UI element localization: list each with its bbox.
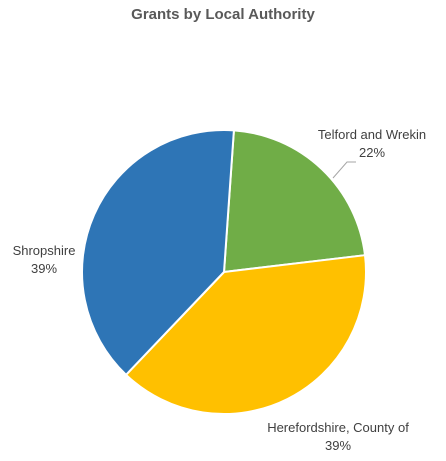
slice-label-shropshire: Shropshire xyxy=(13,243,76,258)
slice-label-telford-and-wrekin: Telford and Wrekin xyxy=(318,127,426,142)
slice-percent-telford-and-wrekin: 22% xyxy=(359,145,385,160)
pie-slice-shropshire xyxy=(81,129,235,377)
pie-slice-herefordshire-county-of xyxy=(124,254,367,415)
pie-slice-telford-and-wrekin xyxy=(222,129,367,274)
slice-percent-herefordshire: 39% xyxy=(325,438,351,453)
slice-label-herefordshire: Herefordshire, County of xyxy=(267,420,409,435)
slices-layer xyxy=(81,129,367,415)
labels-layer: Telford and Wrekin 22% Herefordshire, Co… xyxy=(13,127,427,453)
slice-percent-shropshire: 39% xyxy=(31,261,57,276)
leader-line-telford-and-wrekin xyxy=(332,161,356,179)
chart-title: Grants by Local Authority xyxy=(131,6,315,23)
